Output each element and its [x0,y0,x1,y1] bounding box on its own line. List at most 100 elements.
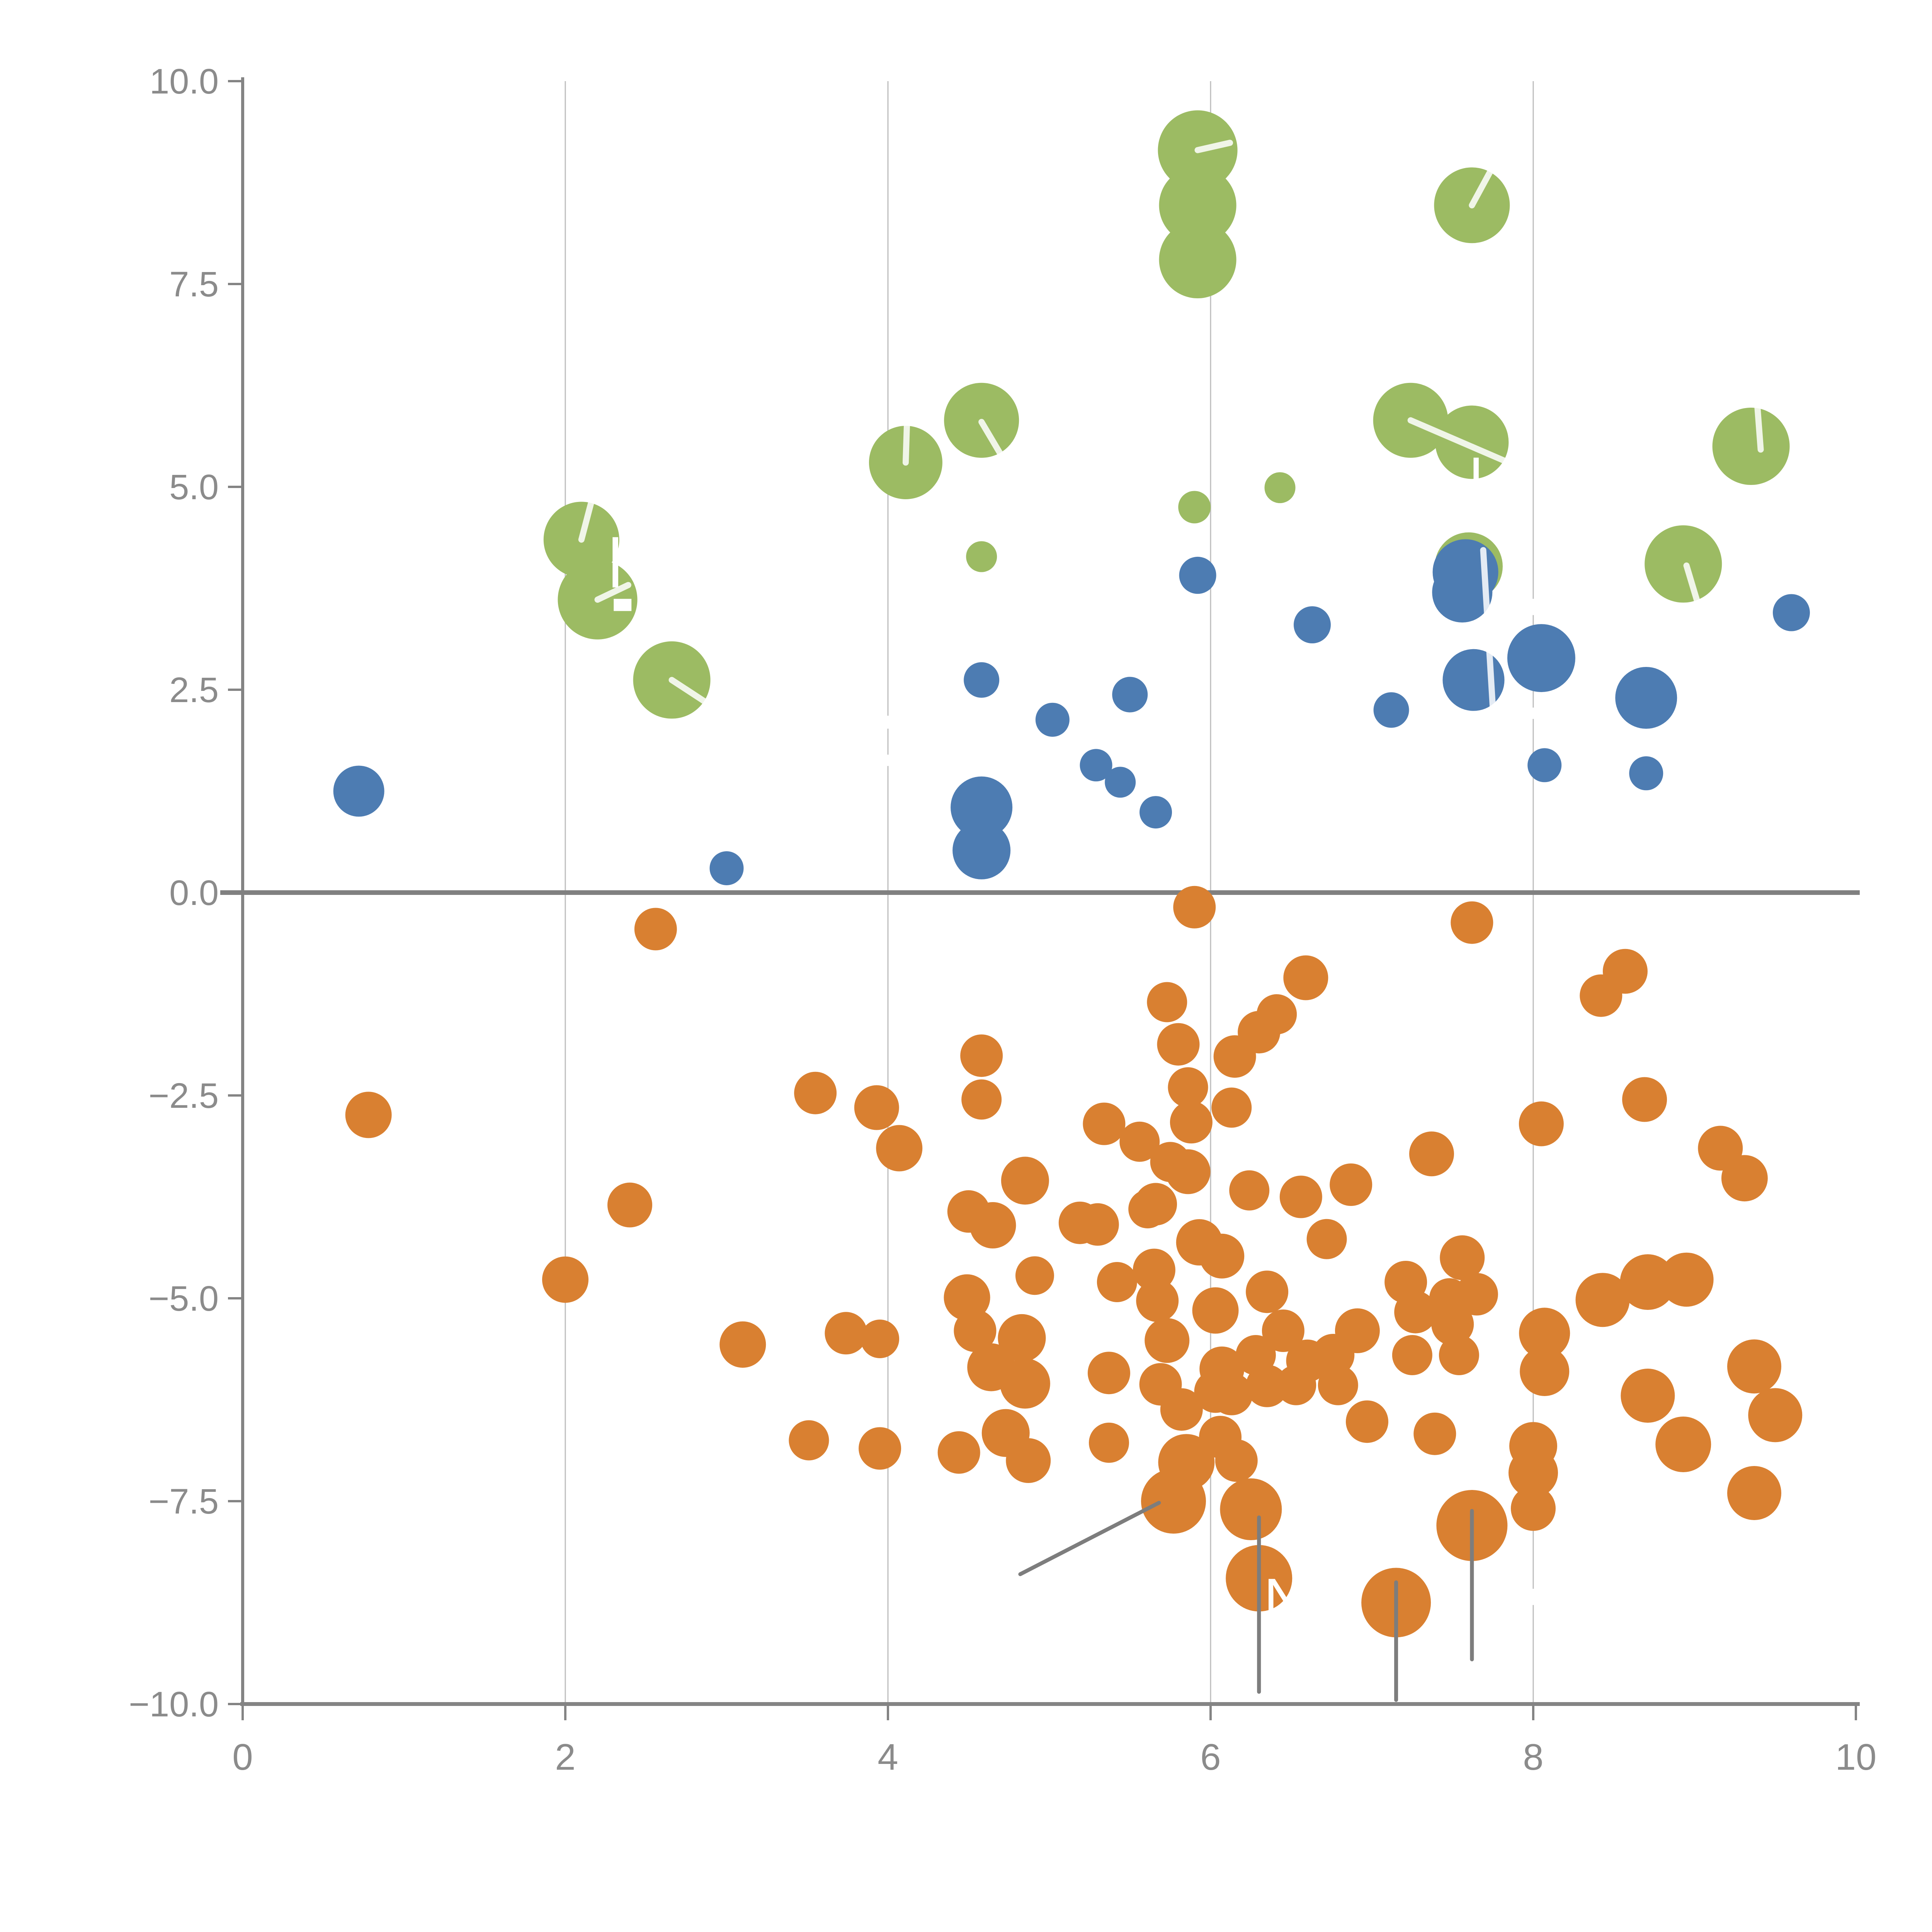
data-point-orange [1727,1339,1781,1394]
data-point-blue [709,851,744,885]
y-tick-label: 10.0 [150,62,219,101]
bubble-label-text: N [1264,1566,1306,1631]
data-point-orange [1440,1235,1485,1280]
data-point-orange [861,1320,900,1358]
data-point-orange [854,1085,899,1130]
data-point-orange [1133,1248,1175,1291]
data-point-orange [1748,1388,1803,1442]
data-point-orange [1620,1254,1676,1310]
data-point-blue [1035,702,1070,737]
data-point-orange [1431,1303,1474,1346]
data-point-blue [951,776,1013,838]
data-point-orange [998,1314,1046,1362]
blue-bubbles-group [333,539,1810,885]
data-point-orange [1165,1149,1211,1194]
data-point-orange [345,1092,392,1138]
data-point-orange [1145,1318,1190,1363]
data-point-orange [937,1431,980,1474]
data-point-blue [1507,624,1575,692]
data-point-orange [1345,1400,1388,1443]
data-point-blue [1080,749,1112,782]
data-point-green [1178,491,1211,524]
annotation-leader-line-white [1407,417,1515,468]
x-tick-label: 8 [1523,1736,1543,1778]
y-tick-label: 2.5 [169,670,219,710]
annotation-leader-line-white [978,419,1007,463]
data-point-orange [1511,1486,1556,1531]
data-point-blue [952,821,1011,879]
data-point-orange [1087,1352,1130,1395]
data-point-orange [1727,1466,1781,1520]
y-tick-label: 7.5 [169,265,219,304]
data-point-orange [1192,1287,1239,1334]
data-point-orange [1220,1478,1282,1540]
data-point-orange [859,1427,901,1470]
data-point-orange [1392,1335,1432,1375]
data-point-orange [1520,1347,1570,1396]
data-point-green [1264,472,1296,503]
data-point-blue [1112,677,1148,713]
data-point-orange [1160,1388,1203,1431]
data-point-orange [1229,1170,1270,1211]
data-point-orange [1659,1252,1714,1307]
annotation-leader-line-white [594,582,631,603]
data-point-orange [1394,1291,1437,1333]
data-point-orange [876,1125,923,1172]
data-point-orange [1575,1273,1630,1327]
x-tick-label: 2 [555,1736,575,1778]
annotation-leader-line-white [1469,166,1495,209]
axes-group: 10.0 7.5 5.0 2.5 0.0 −2.5 −5.0 −7.5 −10.0 0 2 4 6 8 10 [129,62,1876,1778]
x-tick-label: 6 [1200,1736,1221,1778]
data-point-orange [1330,1163,1372,1206]
data-point-blue [333,765,384,817]
data-point-orange [969,1202,1016,1248]
annotation-leader-line-white [668,677,707,704]
annotation-text-fragment [614,599,632,611]
data-point-orange [607,1182,652,1228]
annotation-leader-line-white [1480,547,1498,739]
data-point-orange [1279,1175,1322,1218]
data-point-orange [1262,1310,1304,1352]
data-point-orange [1283,955,1328,1000]
data-point-orange [1000,1358,1050,1409]
data-point-blue [1615,667,1677,729]
data-point-orange [542,1256,588,1303]
x-tick-label: 10 [1835,1736,1877,1778]
annotation-text-fragment [1487,480,1500,485]
data-point-blue [1139,796,1172,829]
data-point-orange [1170,1101,1213,1144]
y-tick-label: −5.0 [148,1279,219,1318]
data-point-orange [634,908,677,951]
data-point-orange [1602,949,1648,994]
data-point-orange [1168,1067,1208,1107]
data-point-orange [1173,886,1216,929]
data-point-green [1645,525,1722,603]
data-point-blue [1527,748,1562,782]
annotation-leader-line-gray [1018,1501,1161,1576]
data-point-orange [1210,1372,1253,1415]
data-point-orange [1211,1087,1252,1128]
y-tick-label: −7.5 [148,1482,219,1521]
annotation-text-fragment [612,537,618,588]
data-point-orange [1519,1101,1564,1146]
data-point-orange [1134,1183,1177,1226]
data-point-blue [1773,594,1810,631]
data-point-orange [1246,1364,1289,1407]
orange-bubbles-group [345,886,1803,1638]
data-point-orange [719,1321,766,1368]
data-point-orange [1335,1308,1380,1353]
data-point-green [1159,167,1236,244]
data-point-orange [1318,1365,1358,1405]
y-tick-label: −10.0 [129,1685,219,1724]
y-tick-label: −2.5 [148,1076,219,1116]
data-point-orange [1215,1439,1258,1482]
data-point-orange [960,1034,1003,1077]
data-point-green [966,541,997,572]
annotation-leader-line-white [1683,562,1703,612]
x-tick-label: 0 [232,1736,253,1778]
annotation-leader-line-white [578,493,596,543]
data-point-orange [1157,1023,1200,1066]
data-point-blue [1373,692,1409,728]
